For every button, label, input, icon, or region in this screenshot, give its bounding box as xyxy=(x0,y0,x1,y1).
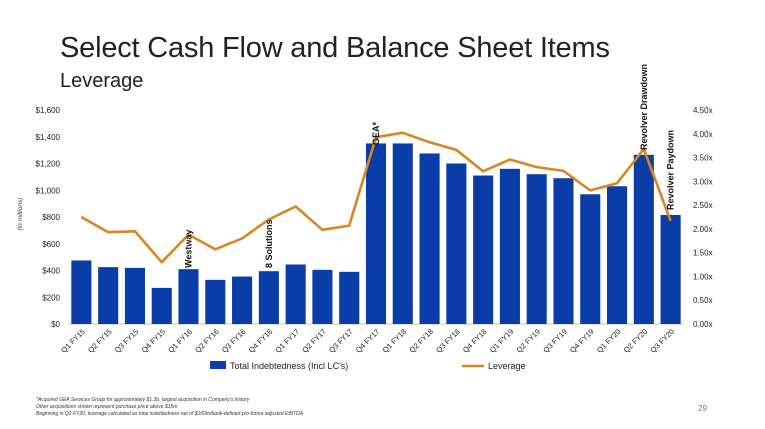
y2-tick-label: 3.00x xyxy=(693,177,713,186)
slide-title: Select Cash Flow and Balance Sheet Items xyxy=(60,32,610,64)
y2-tick-label: 4.00x xyxy=(693,130,713,139)
y-tick-label: $1,400 xyxy=(36,133,61,142)
bar xyxy=(580,194,601,324)
y-tick-label: $200 xyxy=(42,293,60,302)
x-tick-label: Q1 FY15 xyxy=(59,327,87,355)
x-tick-label: Q4 FY17 xyxy=(354,327,382,355)
y2-tick-label: 1.50x xyxy=(693,249,713,258)
legend-swatch-bars xyxy=(210,361,226,369)
annotation-label: 8 Solutions xyxy=(264,219,274,268)
annotation-label: Westway xyxy=(184,230,194,268)
bar xyxy=(607,186,628,324)
legend-label-line: Leverage xyxy=(488,361,526,371)
y-tick-label: $1,600 xyxy=(36,106,61,115)
bar xyxy=(258,271,279,324)
legend-label-bars: Total Indebtedness (Incl LC's) xyxy=(230,361,348,371)
x-tick-label: Q2 FY17 xyxy=(300,327,328,355)
bar xyxy=(232,276,253,324)
bar xyxy=(633,154,654,324)
x-tick-label: Q1 FY17 xyxy=(273,327,301,355)
bar xyxy=(392,143,413,324)
x-tick-label: Q1 FY16 xyxy=(166,327,194,355)
bar xyxy=(178,269,199,324)
bar xyxy=(124,267,145,324)
x-tick-label: Q4 FY19 xyxy=(568,327,596,355)
page-number: 29 xyxy=(698,404,707,413)
bar xyxy=(205,279,226,324)
y2-tick-label: 0.00x xyxy=(693,320,713,329)
x-tick-label: Q2 FY18 xyxy=(407,327,435,355)
y2-tick-label: 2.50x xyxy=(693,201,713,210)
bar xyxy=(553,178,574,324)
y2-tick-label: 3.50x xyxy=(693,154,713,163)
y-tick-label: $1,200 xyxy=(36,160,61,169)
x-tick-label: Q4 FY18 xyxy=(461,327,489,355)
bar xyxy=(151,287,172,324)
x-tick-label: Q1 FY18 xyxy=(381,327,409,355)
annotation-label: GEA* xyxy=(371,121,381,145)
bar xyxy=(660,214,681,324)
y-tick-label: $800 xyxy=(42,213,60,222)
bar xyxy=(499,168,520,324)
bar xyxy=(419,153,440,324)
bar xyxy=(312,269,333,324)
y-axis-label: (in millions) xyxy=(17,198,24,231)
leverage-line xyxy=(80,131,672,264)
slide-subtitle: Leverage xyxy=(60,70,144,92)
x-tick-label: Q2 FY19 xyxy=(515,327,543,355)
x-tick-label: Q2 FY16 xyxy=(193,327,221,355)
y2-tick-label: 1.00x xyxy=(693,272,713,281)
x-tick-label: Q2 FY15 xyxy=(86,327,114,355)
bar xyxy=(473,175,494,324)
bar xyxy=(71,260,92,324)
footnote-2: Other acquisitions shown represent purch… xyxy=(36,404,178,410)
x-tick-label: Q2 FY20 xyxy=(622,327,650,355)
x-tick-label: Q4 FY16 xyxy=(247,327,275,355)
x-tick-label: Q3 FY17 xyxy=(327,327,355,355)
bar xyxy=(446,163,467,324)
x-tick-label: Q1 FY19 xyxy=(488,327,516,355)
bar xyxy=(365,143,387,324)
x-tick-label: Q3 FY18 xyxy=(434,327,462,355)
footnote-3: Beginning in Q2 FY20, leverage calculate… xyxy=(36,411,304,417)
y-tick-label: $0 xyxy=(51,320,60,329)
y2-tick-label: 0.50x xyxy=(693,296,713,305)
bar xyxy=(285,264,306,324)
x-tick-label: Q4 FY15 xyxy=(140,327,168,355)
x-tick-label: Q3 FY16 xyxy=(220,327,248,355)
x-tick-label: Q3 FY20 xyxy=(648,327,676,355)
bar xyxy=(526,174,547,324)
x-tick-label: Q3 FY19 xyxy=(541,327,569,355)
y-tick-label: $400 xyxy=(42,267,60,276)
x-tick-label: Q3 FY15 xyxy=(113,327,141,355)
y-tick-label: $600 xyxy=(42,240,60,249)
annotation-label: Revolver Paydown xyxy=(666,130,676,210)
bar xyxy=(98,267,119,324)
annotation-label: Revolver Drawdown xyxy=(639,64,649,150)
x-tick-label: Q1 FY20 xyxy=(595,327,623,355)
y2-tick-label: 4.50x xyxy=(693,106,713,115)
footnote-1: *Acquired GEA Services Group for approxi… xyxy=(36,397,250,403)
bar xyxy=(339,271,360,324)
y2-tick-label: 2.00x xyxy=(693,225,713,234)
y-tick-label: $1,000 xyxy=(36,186,61,195)
